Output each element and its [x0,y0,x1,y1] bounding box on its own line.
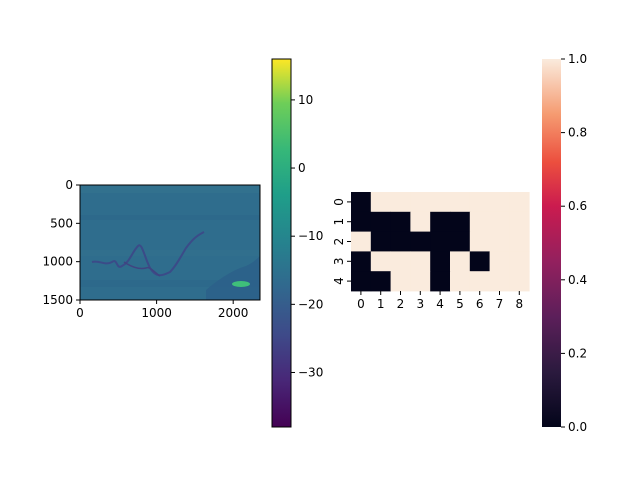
heatmap-colorbar-tick-label: 0.4 [568,273,587,287]
heatmap-colorbar-ticks: 0.0 0.2 0.4 0.6 0.8 1.0 [561,52,587,434]
heatmap-x-tick-label: 3 [416,297,424,311]
heatmap-cell [390,211,411,232]
heatmap-cell [489,192,510,213]
heatmap-x-tick-label: 6 [476,297,484,311]
heatmap-cell [509,211,530,232]
image-x-tick-label: 2000 [218,306,249,320]
heatmap-colorbar-tick-label: 0.6 [568,199,587,213]
image-x-tick-label: 0 [76,306,84,320]
heatmap-cell [351,271,372,292]
image-colorbar-tick-label: −20 [298,297,323,311]
heatmap-cell [469,231,490,252]
image-frame [79,184,261,301]
heatmap-x-tick-label: 1 [377,297,385,311]
heatmap-x-tick-label: 5 [456,297,464,311]
heatmap-cell [390,231,411,252]
heatmap-cell [410,211,431,232]
heatmap-cell [410,271,431,292]
heatmap-cell [509,271,530,292]
heatmap-cell [489,231,510,252]
heatmap-y-tick-label: 3 [332,257,346,265]
image-x-ticks: 0 1000 2000 [76,300,248,320]
heatmap-cell [370,251,391,272]
heatmap-x-tick-label: 4 [436,297,444,311]
heatmap-cell [430,211,451,232]
heatmap-cell [430,251,451,272]
heatmap-cell [430,231,451,252]
image-y-tick-label: 1000 [42,255,73,269]
heatmap-cell [469,192,490,213]
heatmap-cell [469,271,490,292]
heatmap-colorbar-tick-label: 0.0 [568,420,587,434]
heatmap-y-ticks: 0 1 2 3 4 [332,198,351,285]
heatmap-y-tick-label: 0 [332,198,346,206]
image-colorbar-tick-label: 0 [298,161,306,175]
heatmap-colorbar-tick-label: 0.2 [568,346,587,360]
heatmap-cell [410,231,431,252]
heatmap-cell [390,192,411,213]
heatmap-cell [430,192,451,213]
heatmap-cell [370,192,391,213]
heatmap-x-tick-label: 7 [496,297,504,311]
heatmap-cell [469,211,490,232]
heatmap-colorbar: 0.0 0.2 0.4 0.6 0.8 1.0 [542,52,587,434]
heatmap-cell [351,211,372,232]
image-dark-streak-2 [123,261,161,277]
heatmap-cell [450,211,471,232]
heatmap-y-tick-label: 1 [332,218,346,226]
heatmap-x-tick-label: 2 [397,297,405,311]
heatmap-x-tick-label: 8 [515,297,523,311]
heatmap-colorbar-tick-label: 0.8 [568,126,587,140]
image-y-tick-label: 500 [50,216,73,230]
heatmap-cell [430,271,451,292]
image-colorbar-ticks: 10 0 −10 −20 −30 [291,93,323,379]
heatmap-y-tick-label: 2 [332,238,346,246]
image-y-ticks: 0 500 1000 1500 [42,178,80,307]
image-dark-streak [91,231,205,277]
heatmap-cell [410,251,431,272]
heatmap-colorbar-gradient [542,59,561,427]
heatmap-cell [450,271,471,292]
heatmap-cells [351,192,530,292]
heatmap-cell [390,271,411,292]
heatmap-cell [469,251,490,272]
image-colorbar-tick-label: 10 [298,93,313,107]
heatmap-cell [390,251,411,272]
image-colorbar-tick-label: −10 [298,229,323,243]
heatmap-y-tick-label: 4 [332,277,346,285]
heatmap-cell [351,251,372,272]
image-y-tick-label: 1500 [42,293,73,307]
heatmap-cell [450,192,471,213]
heatmap-cell [351,231,372,252]
image-colorbar-gradient [271,58,292,428]
heatmap-cell [410,192,431,213]
image-bright-spot [232,281,250,287]
heatmap-cell [370,211,391,232]
image-colorbar-tick-label: −30 [298,365,323,379]
heatmap-cell [489,271,510,292]
image-panel: 0 1000 2000 0 500 1000 1500 [42,178,261,320]
image-dark-region [206,256,260,300]
heatmap-cell [509,231,530,252]
image-texture [80,185,260,287]
image-y-tick-label: 0 [65,178,73,192]
heatmap-cell [351,192,372,213]
heatmap-cell [370,271,391,292]
heatmap-cell [509,192,530,213]
heatmap-cell [450,251,471,272]
heatmap-cell [489,251,510,272]
image-x-tick-label: 1000 [141,306,172,320]
heatmap-cell [509,251,530,272]
image-colorbar: 10 0 −10 −20 −30 [271,58,323,428]
heatmap-cell [489,211,510,232]
heatmap-cell [450,231,471,252]
heatmap-x-tick-label: 0 [357,297,365,311]
heatmap-colorbar-tick-label: 1.0 [568,52,587,66]
heatmap-cell [370,231,391,252]
